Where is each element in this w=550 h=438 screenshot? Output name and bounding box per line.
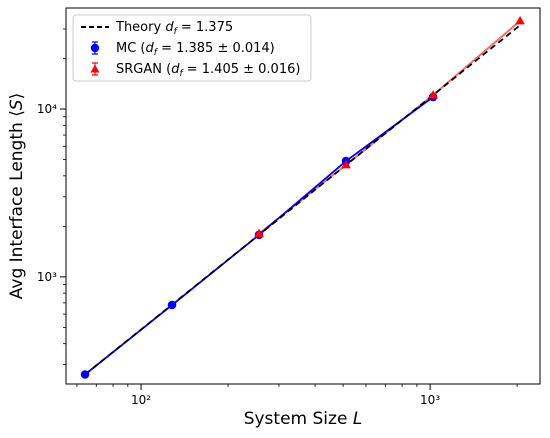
y-tick-label: 10⁴ (37, 102, 57, 116)
x-tick-label: 10³ (420, 393, 440, 407)
legend: Theory df = 1.375 MC (df = 1.385 ± 0.014… (72, 14, 312, 82)
plot-frame (65, 7, 541, 385)
legend-srgan-label: SRGAN (df = 1.405 ± 0.016) (116, 62, 300, 79)
srgan-data-point (341, 159, 351, 169)
y-axis-label: Avg Interface Length ⟨S⟩ (7, 93, 27, 300)
legend-mc-label: MC (df = 1.385 ± 0.014) (116, 41, 275, 58)
mc-data-point (80, 370, 90, 379)
y-tick-label: 10³ (37, 270, 57, 284)
srgan-data-point (254, 228, 264, 238)
legend-frame (72, 14, 312, 82)
mc-data-point (167, 300, 177, 310)
legend-theory-label: Theory df = 1.375 (115, 20, 233, 37)
srgan-data-point (515, 15, 525, 25)
ticks-layer: 10² 10³ 10³ 10⁴ (37, 28, 518, 407)
legend-mc-marker (90, 43, 100, 53)
x-axis-label: System Size L (244, 409, 363, 429)
srgan-data-point (428, 90, 438, 99)
series-layer (80, 15, 525, 379)
legend-srgan-marker (90, 64, 100, 73)
theory-series-line (84, 24, 521, 376)
x-tick-label: 10² (131, 393, 151, 407)
